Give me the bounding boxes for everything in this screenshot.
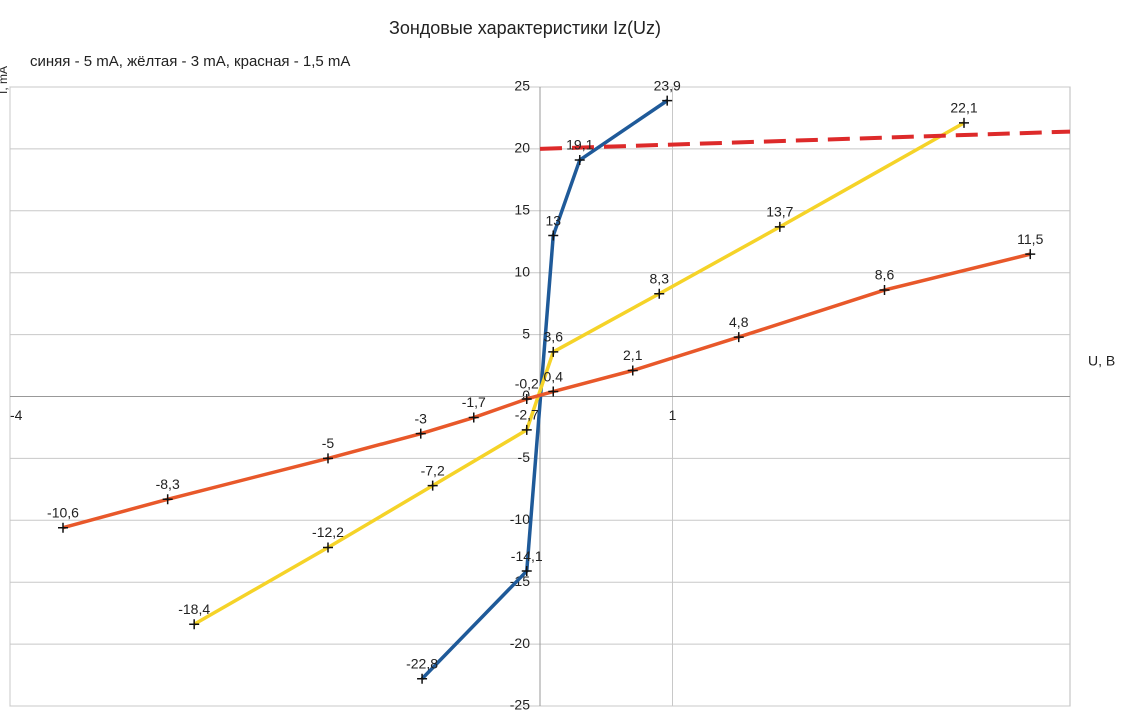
point-marker bbox=[323, 453, 333, 464]
data-label: 11,5 bbox=[1017, 231, 1043, 247]
data-label: 0,4 bbox=[544, 368, 564, 384]
data-label: 13,7 bbox=[766, 204, 793, 220]
point-marker bbox=[774, 221, 785, 232]
point-marker bbox=[548, 230, 559, 241]
data-label: -0,2 bbox=[515, 376, 539, 392]
point-marker bbox=[468, 412, 479, 423]
data-label: -18,4 bbox=[178, 601, 210, 617]
point-marker bbox=[548, 386, 559, 397]
y-tick-label: -10 bbox=[510, 511, 530, 527]
data-label: -22,8 bbox=[406, 655, 438, 671]
point-marker bbox=[654, 288, 665, 299]
chart-title: Зондовые характеристики Iz(Uz) bbox=[389, 18, 661, 38]
data-label: 4,8 bbox=[729, 314, 749, 330]
point-marker bbox=[959, 117, 969, 128]
series-line bbox=[193, 121, 965, 626]
y-tick-label: 20 bbox=[514, 140, 530, 156]
point-marker bbox=[733, 332, 744, 343]
data-label: 8,3 bbox=[650, 270, 670, 286]
point-marker bbox=[323, 542, 333, 553]
point-marker bbox=[189, 619, 200, 630]
data-label: -2,7 bbox=[515, 407, 539, 423]
data-label: 2,1 bbox=[623, 347, 643, 363]
data-label: -7,2 bbox=[421, 462, 445, 478]
data-label: 3,6 bbox=[544, 329, 564, 345]
y-tick-label: 15 bbox=[514, 202, 530, 218]
point-marker bbox=[521, 393, 532, 404]
point-marker bbox=[427, 480, 438, 491]
y-tick-label: 25 bbox=[514, 78, 530, 94]
x-axis-label: U, В bbox=[1088, 353, 1115, 369]
data-label: 8,6 bbox=[875, 267, 895, 283]
data-label: -10,6 bbox=[47, 504, 79, 520]
x-tick-label: 1 bbox=[669, 407, 677, 423]
data-label: -1,7 bbox=[462, 394, 486, 410]
point-marker bbox=[162, 494, 173, 505]
point-marker bbox=[415, 428, 426, 439]
data-label: 13 bbox=[545, 212, 561, 228]
chart-subtitle: синяя - 5 mA, жёлтая - 3 mA, красная - 1… bbox=[30, 53, 350, 70]
data-label: 23,9 bbox=[654, 77, 681, 93]
point-marker bbox=[662, 95, 673, 106]
data-label: 22,1 bbox=[950, 100, 977, 116]
point-marker bbox=[574, 155, 585, 166]
data-label: 19,1 bbox=[566, 137, 593, 153]
y-tick-label: -20 bbox=[510, 635, 530, 651]
y-tick-label: -5 bbox=[518, 449, 531, 465]
data-label: -3 bbox=[415, 410, 428, 426]
series-line bbox=[539, 129, 1070, 151]
data-label: -5 bbox=[322, 435, 335, 451]
point-marker bbox=[417, 673, 428, 684]
y-tick-label: 5 bbox=[522, 325, 530, 341]
data-label: -8,3 bbox=[156, 476, 180, 492]
point-marker bbox=[548, 346, 559, 357]
point-marker bbox=[58, 522, 68, 533]
point-marker bbox=[627, 365, 638, 376]
data-label: -14,1 bbox=[511, 548, 543, 564]
point-marker bbox=[1025, 249, 1036, 260]
y-axis-label: I, mA bbox=[0, 66, 10, 94]
point-marker bbox=[521, 424, 532, 435]
y-tick-label: -25 bbox=[510, 697, 530, 713]
data-label: -12,2 bbox=[312, 524, 344, 540]
point-marker bbox=[879, 285, 890, 296]
x-tick-label: -4 bbox=[10, 407, 23, 423]
point-marker bbox=[521, 566, 532, 577]
y-tick-label: 10 bbox=[514, 263, 530, 279]
